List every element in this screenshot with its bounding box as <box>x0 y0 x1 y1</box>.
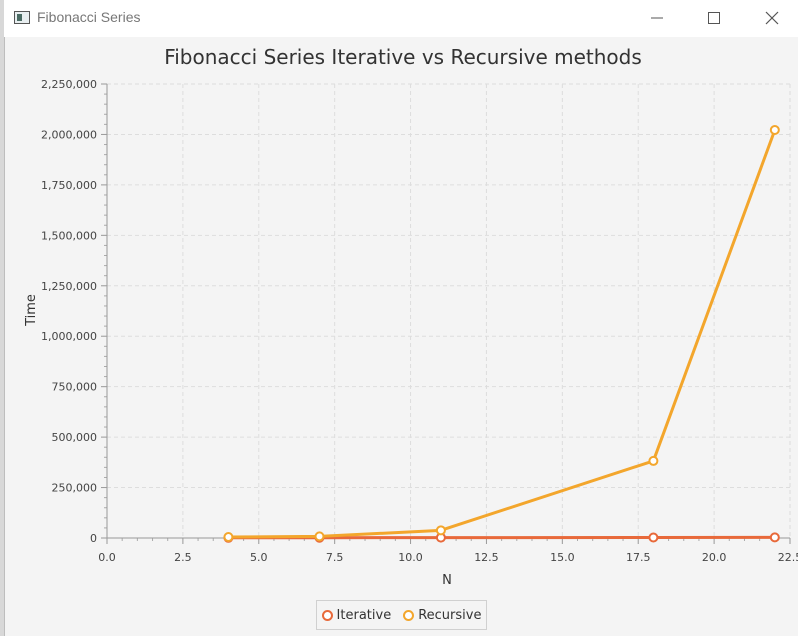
data-point-recursive <box>769 125 780 136</box>
x-tick-label: 2.5 <box>174 551 192 564</box>
close-icon <box>765 11 779 25</box>
axes: 0.0 2.5 5.0 7.5 10.0 12.5 15.0 17.5 20.0 22.5 0 250… <box>41 78 798 564</box>
data-point-recursive <box>314 531 325 542</box>
legend-label-iterative: Iterative <box>336 607 392 623</box>
data-point-recursive <box>223 531 234 542</box>
x-tick-label: 20.0 <box>702 551 727 564</box>
series <box>223 125 780 543</box>
x-tick-label: 12.5 <box>474 551 499 564</box>
maximize-button[interactable] <box>691 0 737 36</box>
y-tick-label: 0 <box>90 532 97 545</box>
y-axis-label: Time <box>24 294 39 327</box>
y-tick-label: 750,000 <box>52 381 98 394</box>
close-button[interactable] <box>749 0 795 36</box>
legend-item-recursive: Recursive <box>403 608 481 623</box>
x-tick-label: 7.5 <box>326 551 344 564</box>
x-tick-label: 0.0 <box>98 551 116 564</box>
y-tick-label: 2,000,000 <box>41 128 97 141</box>
x-tick-label: 17.5 <box>626 551 651 564</box>
data-point-recursive <box>648 455 659 466</box>
x-tick-label: 5.0 <box>250 551 268 564</box>
data-point-iterative <box>648 532 659 543</box>
legend: Iterative Recursive <box>316 600 487 630</box>
title-bar: Fibonacci Series <box>4 0 798 37</box>
data-point-recursive <box>435 525 446 536</box>
y-tick-label: 1,250,000 <box>41 280 97 293</box>
grid <box>107 83 791 538</box>
legend-label-recursive: Recursive <box>418 607 482 623</box>
background-window-edge <box>0 0 5 636</box>
y-tick-label: 1,000,000 <box>41 330 97 343</box>
y-tick-label: 2,250,000 <box>41 78 97 91</box>
series-line-recursive <box>228 129 777 539</box>
x-tick-label: 10.0 <box>398 551 423 564</box>
x-tick-label: 22.5 <box>778 551 798 564</box>
chart-title: Fibonacci Series Iterative vs Recursive … <box>164 45 642 69</box>
legend-swatch-recursive <box>403 609 415 621</box>
legend-item-iterative: Iterative <box>321 607 392 623</box>
y-tick-label: 1,750,000 <box>41 179 97 192</box>
maximize-icon <box>708 12 720 24</box>
y-tick-label: 250,000 <box>52 482 98 495</box>
window-title: Fibonacci Series <box>37 9 141 25</box>
y-tick-label: 500,000 <box>52 431 98 444</box>
x-tick-label: 15.0 <box>550 551 575 564</box>
x-axis-label: N <box>442 573 452 588</box>
data-point-iterative <box>769 532 780 543</box>
minimize-icon <box>651 17 663 19</box>
y-tick-label: 1,500,000 <box>41 229 97 242</box>
app-window-icon <box>14 11 30 24</box>
minimize-button[interactable] <box>634 0 680 36</box>
legend-swatch-iterative <box>321 609 333 621</box>
